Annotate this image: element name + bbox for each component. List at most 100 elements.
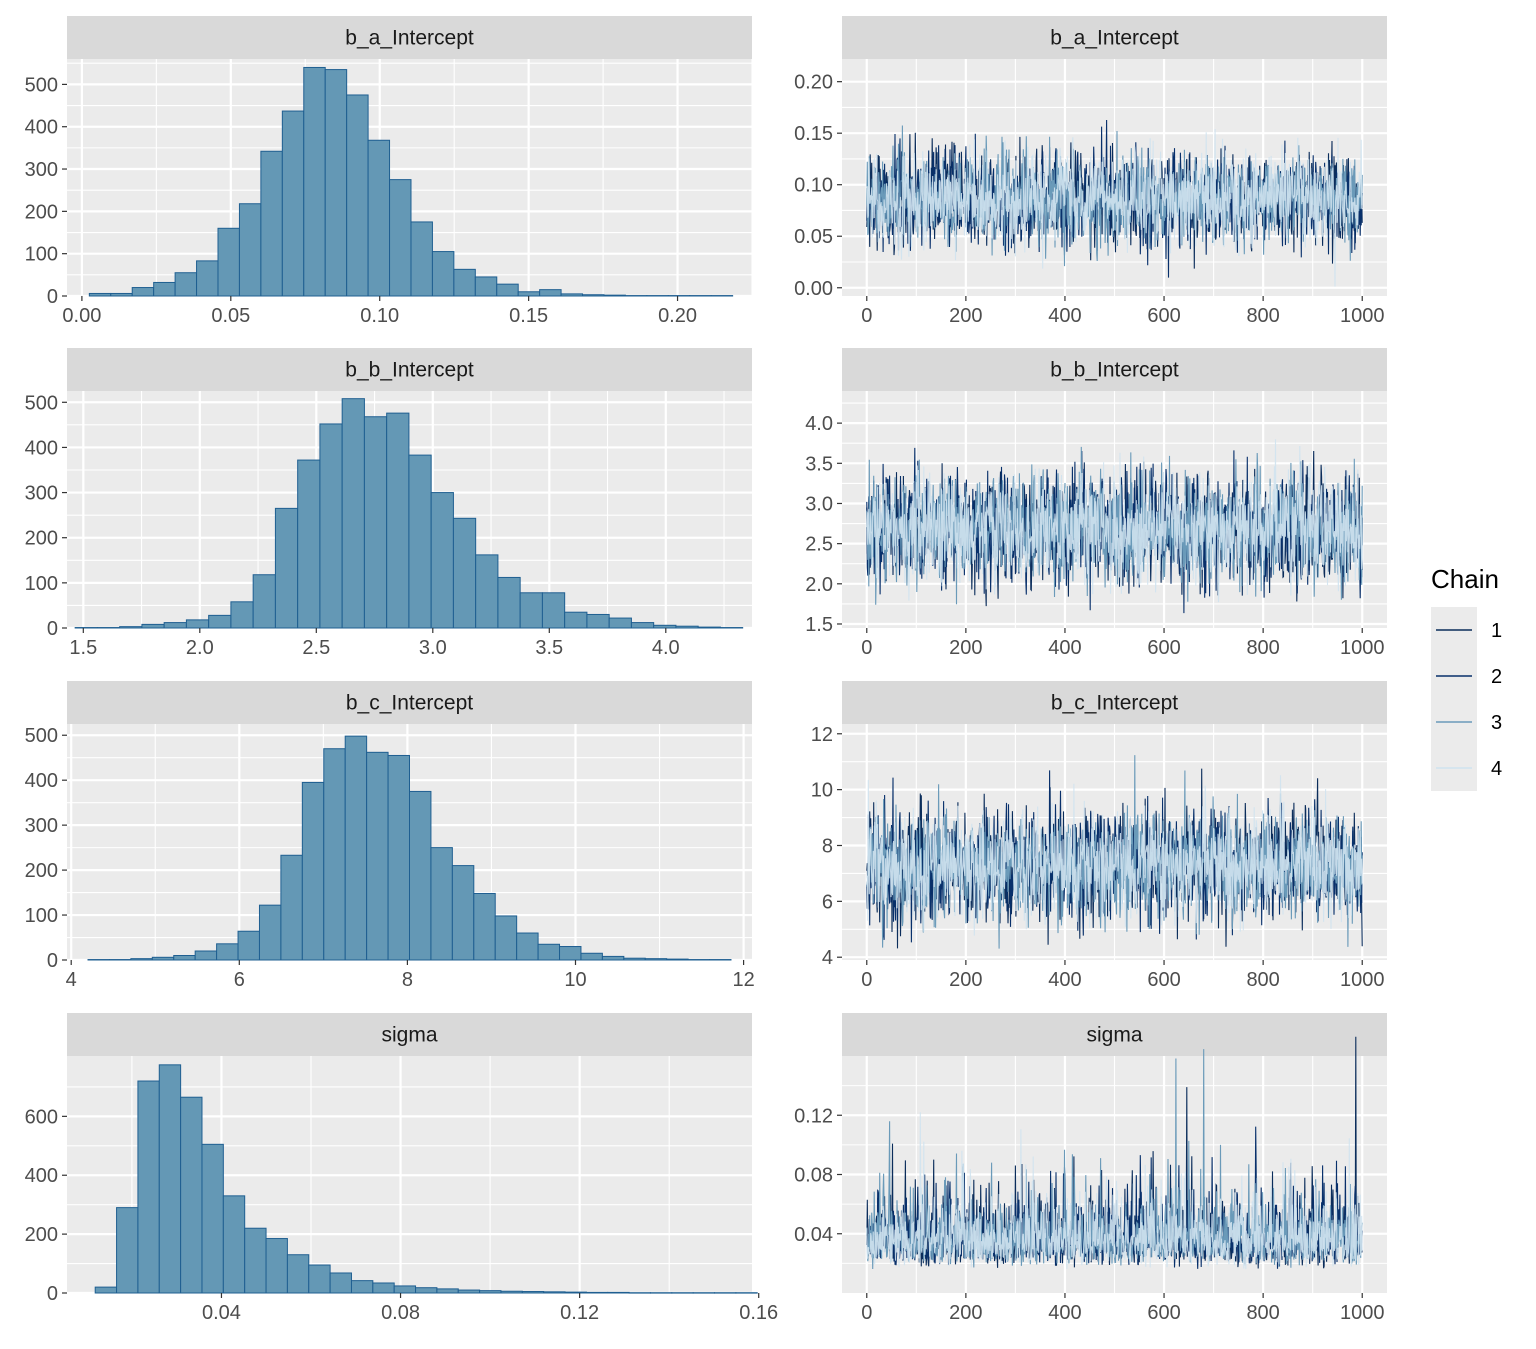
histogram-bar	[586, 1292, 607, 1293]
y-tick-label: 100	[25, 905, 58, 927]
x-tick-label: 6	[234, 969, 245, 991]
y-tick-label: 500	[25, 725, 58, 747]
y-tick-label: 0.20	[794, 72, 833, 94]
histogram-bar	[174, 956, 195, 960]
histogram-bar	[654, 625, 676, 628]
histogram-bar	[474, 893, 495, 960]
y-tick-label: 2.0	[805, 574, 833, 596]
facet-title: b_a_Intercept	[1050, 27, 1179, 50]
y-tick-label: 0	[47, 950, 58, 972]
y-tick-label: 0	[47, 286, 58, 308]
x-tick-label: 0.12	[560, 1302, 599, 1324]
histogram-bar	[458, 1290, 479, 1293]
y-tick-label: 0.10	[794, 175, 833, 197]
y-tick-label: 0.04	[794, 1224, 833, 1246]
histogram-bar	[142, 624, 164, 628]
x-tick-label: 0.16	[739, 1302, 778, 1324]
y-tick-label: 600	[25, 1106, 58, 1128]
histogram-bar	[120, 627, 142, 628]
y-tick-label: 400	[25, 770, 58, 792]
y-tick-label: 8	[822, 835, 833, 857]
x-tick-label: 12	[732, 969, 754, 991]
facet-title: sigma	[1086, 1024, 1142, 1047]
y-tick-label: 3.5	[805, 453, 833, 475]
y-tick-label: 0	[47, 1283, 58, 1305]
x-tick-label: 800	[1246, 1302, 1279, 1324]
histogram-bar	[209, 615, 231, 628]
x-tick-label: 4	[66, 969, 77, 991]
y-tick-label: 0.05	[794, 226, 833, 248]
histogram-bar	[347, 95, 368, 296]
y-tick-label: 4	[822, 947, 833, 969]
histogram-bar	[454, 269, 475, 296]
histogram-bar	[608, 1292, 629, 1293]
histogram-bar	[390, 180, 411, 296]
histogram-bar	[131, 959, 152, 960]
x-tick-label: 4.0	[652, 637, 680, 659]
histogram-bar	[164, 623, 186, 628]
x-tick-label: 1000	[1340, 305, 1385, 327]
histogram-bar	[132, 288, 153, 296]
histogram-bar	[159, 1065, 180, 1293]
histogram-bar	[342, 399, 364, 628]
histogram-bar	[154, 282, 175, 296]
legend-label-chain-3: 3	[1491, 712, 1502, 734]
histogram-bar	[475, 277, 496, 296]
histogram-bar	[560, 947, 581, 960]
histogram-bar	[581, 953, 602, 960]
x-tick-label: 800	[1246, 305, 1279, 327]
facet-title: b_a_Intercept	[345, 27, 474, 50]
histogram-bar	[497, 284, 518, 296]
histogram-bar	[517, 933, 538, 960]
histogram-bar	[239, 204, 260, 296]
histogram-bar	[266, 1239, 287, 1293]
x-tick-label: 0.20	[658, 305, 697, 327]
histogram-bar	[175, 273, 196, 296]
histogram-bar	[501, 1291, 522, 1293]
histogram-bar	[195, 951, 216, 960]
histogram-bar	[602, 956, 623, 960]
x-tick-label: 2.0	[186, 637, 214, 659]
histogram-bar	[181, 1097, 202, 1293]
x-tick-label: 0.10	[360, 305, 399, 327]
histogram-bar	[302, 782, 323, 960]
histogram-bar	[253, 575, 275, 628]
histogram-bar	[202, 1144, 223, 1293]
histogram-bar	[520, 593, 542, 628]
histogram-bar	[275, 508, 297, 628]
histogram-bar	[320, 424, 342, 628]
histogram-bar	[561, 294, 582, 296]
histogram-bar	[411, 222, 432, 296]
histogram-bar	[538, 944, 559, 960]
x-tick-label: 0.15	[509, 305, 548, 327]
y-tick-label: 0.08	[794, 1165, 833, 1187]
histogram-bar	[89, 293, 110, 296]
x-tick-label: 800	[1246, 969, 1279, 991]
legend-label-chain-4: 4	[1491, 758, 1502, 780]
histogram-bar	[437, 1289, 458, 1293]
x-tick-label: 400	[1048, 969, 1081, 991]
histogram-bar	[476, 555, 498, 628]
histogram-bar	[667, 959, 688, 960]
histogram-bar	[565, 612, 587, 628]
x-tick-label: 8	[402, 969, 413, 991]
histogram-bar	[367, 752, 388, 960]
y-tick-label: 200	[25, 201, 58, 223]
x-tick-label: 200	[949, 969, 982, 991]
histogram-bar	[281, 855, 302, 960]
histogram-bar	[304, 67, 325, 296]
x-tick-label: 400	[1048, 305, 1081, 327]
legend-key-bg	[1431, 607, 1477, 791]
x-tick-label: 600	[1147, 1302, 1180, 1324]
histogram-bar	[325, 70, 346, 296]
x-tick-label: 600	[1147, 969, 1180, 991]
